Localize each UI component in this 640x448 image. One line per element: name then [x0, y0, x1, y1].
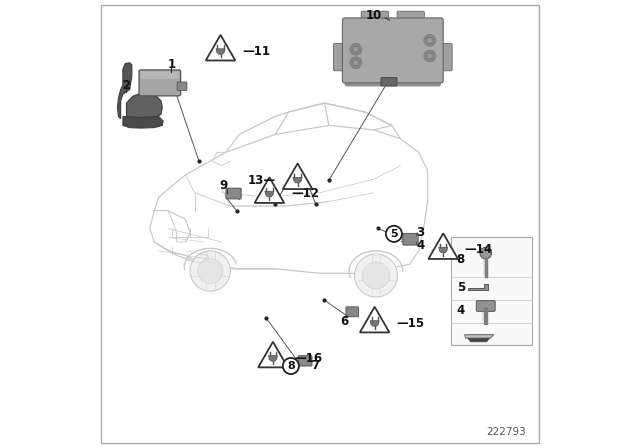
- Circle shape: [427, 53, 433, 59]
- Text: 1: 1: [167, 58, 175, 72]
- Circle shape: [386, 226, 402, 242]
- Text: —14: —14: [465, 243, 493, 257]
- Polygon shape: [118, 63, 132, 119]
- Circle shape: [480, 247, 492, 259]
- Circle shape: [362, 262, 390, 289]
- Polygon shape: [465, 335, 494, 338]
- Circle shape: [424, 34, 436, 46]
- Polygon shape: [265, 191, 274, 197]
- FancyBboxPatch shape: [381, 78, 397, 86]
- Circle shape: [353, 60, 359, 66]
- Circle shape: [190, 251, 230, 291]
- Circle shape: [427, 37, 433, 43]
- Circle shape: [353, 46, 359, 52]
- FancyBboxPatch shape: [345, 22, 441, 86]
- Circle shape: [198, 258, 223, 284]
- Text: 4: 4: [416, 238, 424, 252]
- Circle shape: [350, 57, 362, 69]
- Text: 8: 8: [287, 361, 295, 371]
- FancyBboxPatch shape: [403, 233, 418, 245]
- Text: 222793: 222793: [486, 427, 526, 437]
- Text: 9: 9: [220, 179, 228, 193]
- Text: 13—: 13—: [248, 173, 276, 187]
- Text: 10: 10: [365, 9, 382, 22]
- Text: 2: 2: [122, 78, 131, 92]
- FancyBboxPatch shape: [346, 307, 358, 317]
- Polygon shape: [255, 177, 284, 203]
- FancyBboxPatch shape: [438, 43, 452, 71]
- Text: 5: 5: [390, 229, 397, 239]
- FancyBboxPatch shape: [139, 70, 180, 96]
- Polygon shape: [269, 356, 278, 361]
- FancyBboxPatch shape: [361, 11, 388, 23]
- FancyBboxPatch shape: [298, 356, 312, 366]
- Bar: [451, 237, 532, 345]
- Polygon shape: [370, 321, 379, 326]
- Polygon shape: [206, 35, 236, 60]
- Polygon shape: [123, 116, 163, 128]
- Circle shape: [283, 358, 299, 374]
- Polygon shape: [468, 338, 490, 342]
- Circle shape: [350, 43, 362, 55]
- Polygon shape: [127, 94, 163, 120]
- Polygon shape: [360, 307, 389, 332]
- FancyBboxPatch shape: [141, 72, 179, 79]
- Text: —12: —12: [291, 187, 319, 201]
- Text: 3: 3: [416, 226, 424, 240]
- Polygon shape: [468, 284, 488, 290]
- FancyBboxPatch shape: [226, 188, 241, 199]
- FancyBboxPatch shape: [476, 301, 495, 311]
- FancyBboxPatch shape: [333, 43, 348, 71]
- Text: 8: 8: [457, 253, 465, 267]
- Text: —15: —15: [396, 317, 424, 330]
- Text: 6: 6: [340, 315, 348, 328]
- Circle shape: [424, 50, 436, 62]
- Text: 5: 5: [457, 281, 465, 294]
- Text: 7: 7: [312, 359, 319, 372]
- FancyBboxPatch shape: [177, 82, 187, 90]
- Text: —16: —16: [294, 352, 323, 365]
- Polygon shape: [258, 342, 288, 367]
- Text: 4: 4: [457, 304, 465, 318]
- Polygon shape: [428, 233, 458, 259]
- Circle shape: [355, 254, 397, 297]
- Text: —11: —11: [242, 45, 270, 58]
- Polygon shape: [283, 164, 312, 189]
- Polygon shape: [293, 177, 302, 183]
- Polygon shape: [439, 247, 448, 253]
- FancyBboxPatch shape: [342, 18, 443, 83]
- Polygon shape: [216, 49, 225, 54]
- FancyBboxPatch shape: [397, 11, 424, 23]
